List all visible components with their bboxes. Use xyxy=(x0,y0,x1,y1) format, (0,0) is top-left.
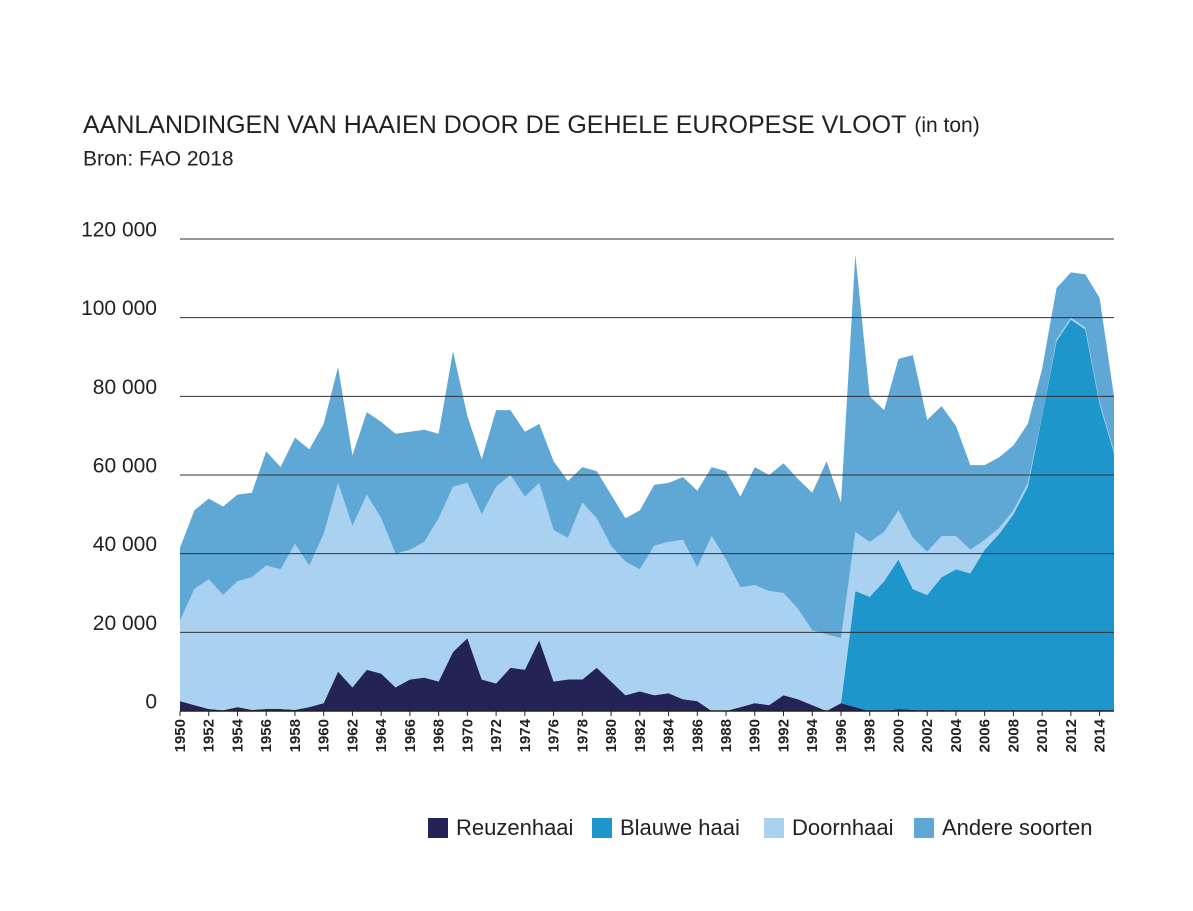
x-tick-label: 1966 xyxy=(402,719,419,752)
x-tick-label: 1962 xyxy=(344,719,361,752)
x-tick-label: 2012 xyxy=(1063,719,1080,752)
legend-label: Reuzenhaai xyxy=(456,815,573,840)
x-tick-label: 1992 xyxy=(775,719,792,752)
x-tick-label: 1952 xyxy=(201,719,218,752)
area xyxy=(180,638,1114,711)
x-tick-label: 1956 xyxy=(258,719,275,752)
area xyxy=(180,319,1114,711)
legend-label: Doornhaai xyxy=(792,815,894,840)
x-tick-label: 1978 xyxy=(574,719,591,752)
x-tick-label: 1980 xyxy=(603,719,620,752)
x-tick-label: 1998 xyxy=(862,719,879,752)
x-tick-label: 1984 xyxy=(661,718,678,752)
chart-subtitle: Bron: FAO 2018 xyxy=(83,148,234,171)
x-tick-label: 1964 xyxy=(373,718,390,752)
chart-title: AANLANDINGEN VAN HAAIEN DOOR DE GEHELE E… xyxy=(83,111,980,139)
y-tick-label: 100 000 xyxy=(81,297,157,320)
x-tick-label: 1976 xyxy=(546,719,563,752)
x-tick-label: 1968 xyxy=(431,719,448,752)
x-tick-label: 1958 xyxy=(287,719,304,752)
x-tick-label: 2006 xyxy=(977,719,994,752)
legend-swatch xyxy=(914,818,934,838)
legend-swatch xyxy=(428,818,448,838)
y-tick-label: 20 000 xyxy=(93,612,157,635)
legend-swatch xyxy=(764,818,784,838)
y-tick-label: 60 000 xyxy=(93,455,157,478)
x-tick-label: 2010 xyxy=(1034,719,1051,752)
legend-label: Andere soorten xyxy=(942,815,1092,840)
x-tick-label: 1974 xyxy=(517,718,534,752)
x-tick-label: 1972 xyxy=(488,719,505,752)
title-main: AANLANDINGEN VAN HAAIEN DOOR DE GEHELE E… xyxy=(83,111,906,139)
legend-swatch xyxy=(592,818,612,838)
y-tick-label: 120 000 xyxy=(81,219,157,242)
x-tick-label: 1954 xyxy=(229,718,246,752)
plot-area xyxy=(180,254,1114,711)
x-tick-label: 1988 xyxy=(718,719,735,752)
x-tick-label: 1996 xyxy=(833,719,850,752)
x-tick-label: 1950 xyxy=(172,719,189,752)
x-tick-label: 1970 xyxy=(459,719,476,752)
y-tick-label: 40 000 xyxy=(93,533,157,556)
legend-label: Blauwe haai xyxy=(620,815,740,840)
x-tick-label: 1986 xyxy=(689,719,706,752)
y-tick-label: 80 000 xyxy=(93,376,157,399)
x-tick-label: 2004 xyxy=(948,718,965,752)
x-tick-label: 2014 xyxy=(1092,718,1109,752)
x-tick-label: 1960 xyxy=(316,719,333,752)
x-tick-label: 1982 xyxy=(632,719,649,752)
x-tick-label: 1994 xyxy=(804,718,821,752)
area xyxy=(180,317,1114,711)
x-tick-label: 2008 xyxy=(1005,719,1022,752)
x-tick-label: 2000 xyxy=(890,719,907,752)
y-tick-label: 0 xyxy=(145,691,157,714)
x-tick-label: 2002 xyxy=(919,719,936,752)
area xyxy=(180,254,1114,639)
title-unit: (in ton) xyxy=(914,114,979,137)
x-tick-label: 1990 xyxy=(747,719,764,752)
